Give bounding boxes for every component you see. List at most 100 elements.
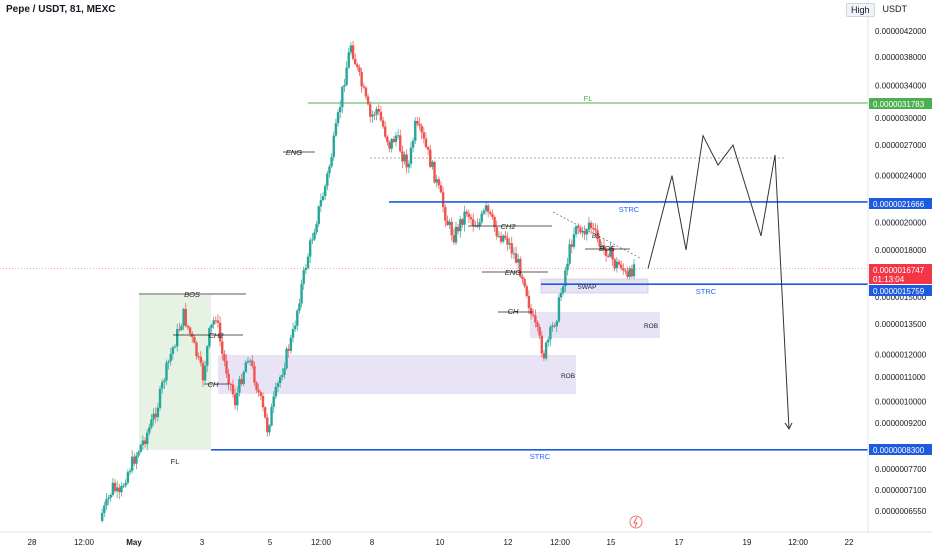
candle-body-25 [154, 413, 157, 418]
candle-body-26 [156, 407, 160, 418]
candle-body-19 [141, 440, 145, 446]
candle-body-225 [583, 230, 586, 235]
annotation-label-4: BOS [184, 290, 200, 299]
candle-body-195 [519, 258, 522, 277]
candle-body-70 [251, 360, 254, 366]
high-toggle[interactable]: High [846, 3, 875, 17]
swap-zone [540, 278, 649, 294]
candle-body-69 [248, 360, 252, 362]
candle-body-91 [296, 310, 299, 326]
candle-body-119 [356, 64, 359, 68]
candle-body-155 [433, 161, 436, 183]
candle-body-194 [516, 258, 520, 263]
candle-body-147 [416, 120, 419, 124]
candle-body-40 [186, 325, 190, 328]
candle-body-139 [399, 135, 402, 152]
candle-body-101 [317, 206, 320, 225]
candle-body-72 [255, 382, 258, 390]
candle-body-247 [630, 268, 634, 277]
candle-body-58 [225, 360, 228, 374]
candle-body-115 [347, 52, 350, 68]
time-tick-11: 17 [675, 538, 684, 547]
candle-body-37 [180, 325, 183, 330]
price-badge-text-1: 0.0000021666 [873, 200, 925, 209]
trend-line-dashed [552, 211, 641, 259]
candle-body-213 [557, 297, 561, 322]
price-badge-5 [869, 444, 932, 455]
candle-body-211 [553, 325, 556, 327]
candle-body-59 [227, 373, 230, 384]
candle-body-128 [375, 108, 378, 115]
candle-body-116 [349, 45, 353, 53]
candle-body-45 [197, 356, 200, 358]
candle-body-93 [300, 283, 303, 304]
candle-body-142 [405, 154, 408, 168]
candle-body-120 [358, 67, 361, 73]
candle-body-145 [411, 140, 415, 148]
candle-body-54 [216, 320, 220, 323]
candle-body-197 [523, 279, 526, 287]
candle-body-124 [366, 96, 370, 105]
candle-body-230 [594, 228, 597, 231]
candle-body-246 [628, 268, 631, 277]
candle-body-161 [446, 220, 449, 225]
annotation-label-9: ROB [644, 323, 658, 330]
candle-body-121 [360, 72, 363, 87]
candle-body-129 [377, 108, 380, 112]
candle-body-188 [504, 235, 507, 238]
candle-body-141 [403, 154, 406, 162]
axis-mode-bar: High USDT [846, 3, 909, 17]
candle-body-208 [547, 339, 550, 343]
candle-body-215 [562, 286, 565, 293]
candle-body-186 [499, 235, 503, 242]
candle-body-177 [480, 213, 483, 223]
candle-body-79 [270, 406, 273, 426]
candle-body-39 [184, 308, 187, 326]
candle-body-44 [195, 342, 198, 357]
candle-body-199 [527, 295, 531, 309]
candle-body-57 [223, 354, 226, 361]
candle-body-92 [298, 303, 301, 311]
candle-body-109 [334, 123, 338, 136]
candle-body-182 [491, 213, 494, 217]
candle-body-126 [371, 114, 374, 117]
candle-body-7 [115, 487, 119, 492]
candle-body-104 [323, 186, 327, 196]
candle-body-6 [113, 482, 117, 492]
candle-body-229 [592, 228, 595, 230]
candle-body-245 [626, 271, 629, 277]
candle-body-108 [332, 135, 335, 158]
candle-body-64 [238, 379, 241, 393]
candle-body-170 [465, 211, 468, 214]
candle-body-83 [278, 376, 282, 384]
candle-body-156 [435, 179, 438, 183]
price-axis[interactable]: 0.0000042000 0.0000038000 0.0000034000 0.00… [867, 0, 932, 532]
candle-body-96 [306, 256, 310, 269]
candle-body-167 [459, 219, 462, 232]
candle-body-10 [122, 485, 125, 487]
price-tick-14: 0.0000007700 [875, 465, 927, 474]
candle-body-183 [493, 216, 496, 228]
candle-body-143 [407, 163, 411, 168]
candle-body-12 [126, 472, 130, 483]
time-tick-14: 22 [845, 538, 854, 547]
price-tick-13: 0.0000009200 [875, 419, 927, 428]
candle-body-84 [281, 375, 284, 377]
candle-body-210 [551, 325, 554, 327]
candle-body-60 [229, 383, 233, 385]
price-badge-1 [869, 198, 932, 209]
annotation-label-3: STRC [530, 452, 551, 461]
candle-body-239 [613, 259, 616, 269]
candle-body-67 [244, 362, 248, 373]
candle-body-133 [386, 136, 389, 143]
candle-body-71 [253, 365, 256, 383]
candle-body-237 [609, 248, 612, 257]
candle-body-43 [193, 337, 196, 343]
candle-body-4 [109, 494, 112, 498]
time-axis[interactable]: 28 12:00 May 3 5 12:00 8 10 12 12:00 15 17 19 12:00 22 [0, 515, 932, 547]
candle-body-191 [510, 243, 513, 254]
candle-body-236 [607, 255, 610, 257]
price-tick-2: 0.0000034000 [875, 82, 927, 91]
